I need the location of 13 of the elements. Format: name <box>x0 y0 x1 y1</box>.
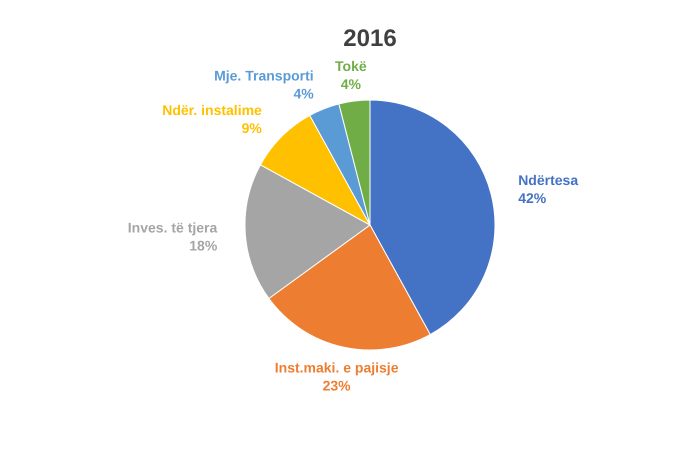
slice-label: Inst.maki. e pajisje <box>274 359 399 376</box>
data-label: 23% <box>322 377 352 394</box>
slice-label: Mje. Transporti <box>214 68 314 84</box>
slice-label: Ndërtesa <box>518 172 578 188</box>
chart-title: 2016 <box>343 25 397 52</box>
data-label: 4% <box>293 86 314 102</box>
slice-label: Ndër. instalime <box>162 102 262 118</box>
data-label: 42% <box>518 190 547 206</box>
data-label: 9% <box>242 120 262 136</box>
data-label: 18% <box>189 238 218 254</box>
slice-label: Tokë <box>335 58 367 74</box>
data-label: 4% <box>340 76 362 92</box>
slice-label: Inves. të tjera <box>128 220 218 236</box>
